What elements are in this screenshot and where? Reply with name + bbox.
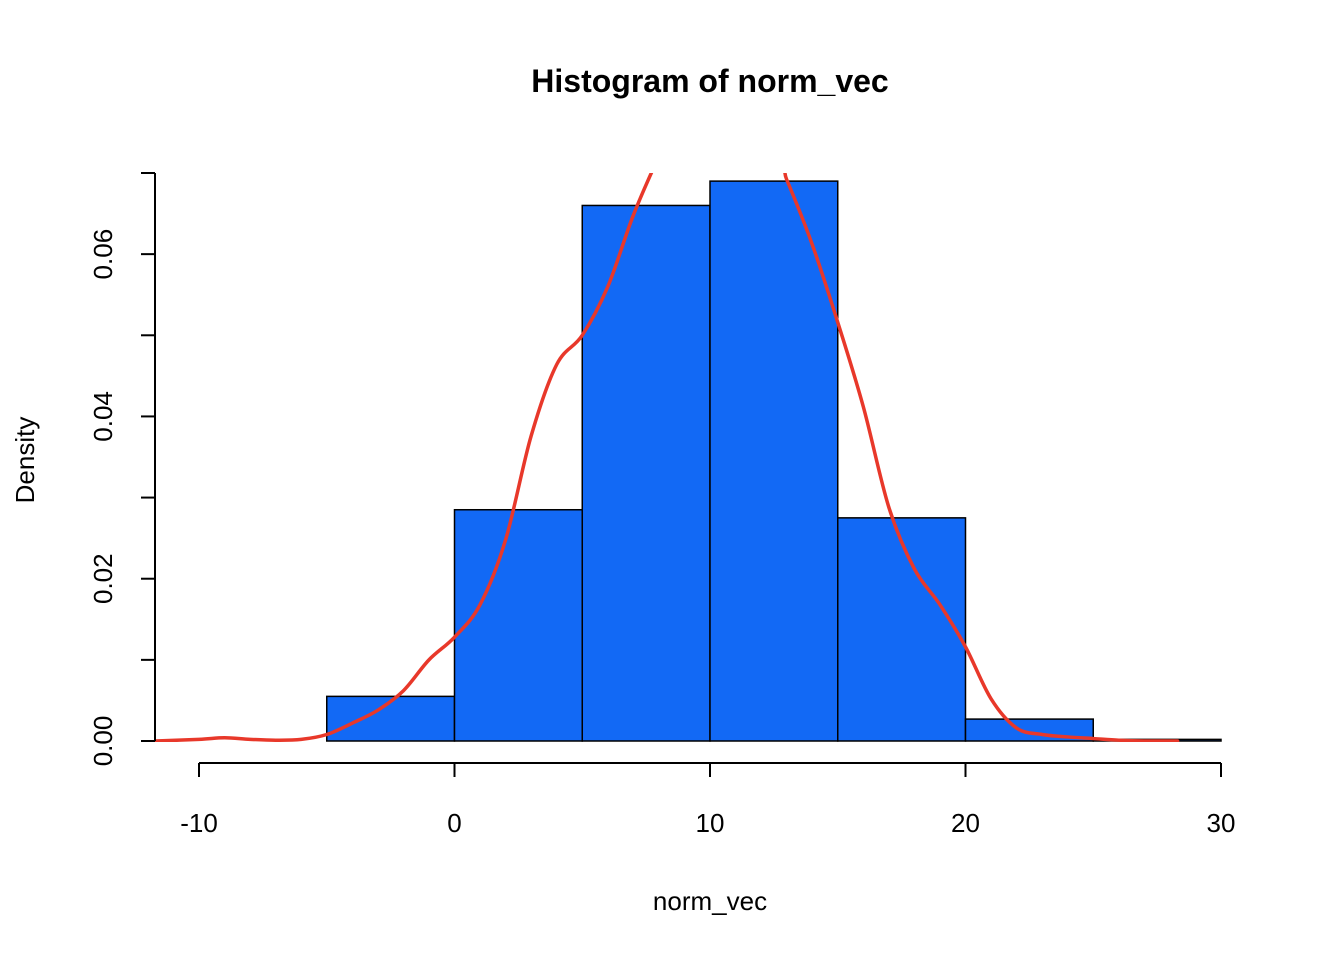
chart-title: Histogram of norm_vec	[531, 63, 888, 99]
histogram-bar-2	[581, 204, 711, 742]
x-axis-label: norm_vec	[653, 886, 767, 916]
x-tick-label: 20	[951, 808, 980, 838]
density-curve	[153, 173, 1180, 742]
x-tick-label: 10	[696, 808, 725, 838]
x-axis: -10 0 10 20 30	[180, 762, 1236, 838]
histogram-bar-4	[837, 517, 967, 742]
x-tick-label: 0	[447, 808, 461, 838]
histogram-bars	[326, 180, 1222, 742]
y-tick-label: 0.04	[88, 391, 118, 442]
y-tick-label: 0.02	[88, 553, 118, 604]
histogram-bar-1	[453, 508, 583, 742]
histogram-bar-3	[709, 180, 839, 742]
x-tick-label: 30	[1207, 808, 1236, 838]
x-tick-label: -10	[180, 808, 218, 838]
y-axis: 0.00 0.02 0.04 0.06	[88, 172, 156, 767]
density-curve-layer	[153, 173, 1180, 742]
y-axis-label: Density	[10, 417, 40, 504]
y-tick-label: 0.06	[88, 229, 118, 280]
histogram-bar-0	[326, 695, 456, 742]
y-tick-label: 0.00	[88, 716, 118, 767]
